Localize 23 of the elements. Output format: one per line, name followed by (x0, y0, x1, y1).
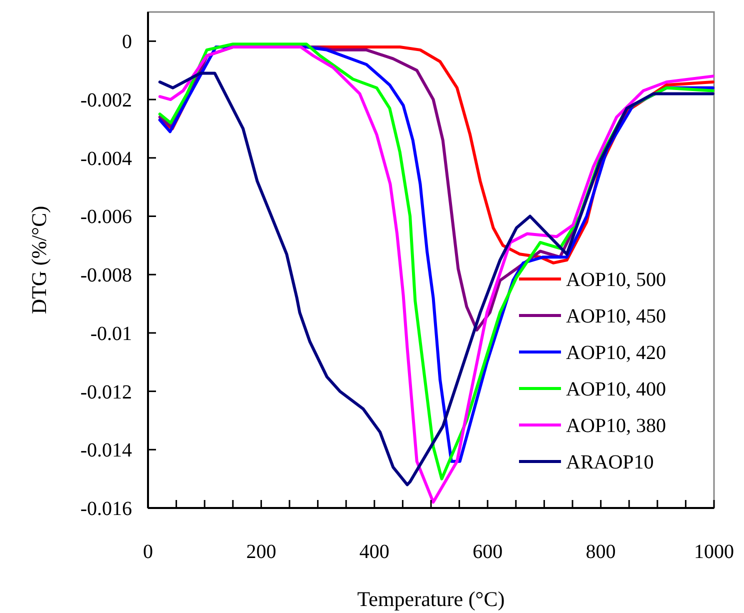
legend-label: AOP10, 380 (566, 415, 666, 437)
legend-label: AOP10, 500 (566, 269, 666, 291)
y-tick-label: 0 (122, 31, 132, 54)
x-tick-label: 1000 (694, 541, 734, 563)
x-tick-label: 600 (472, 541, 503, 563)
legend-label: ARAOP10 (566, 452, 654, 474)
y-tick-label: -0.01 (90, 322, 132, 345)
x-tick-label: 200 (246, 541, 276, 563)
x-tick-label: 400 (359, 541, 390, 563)
legend-label: AOP10, 400 (566, 378, 666, 400)
y-axis-title: DTG (%/°C) (27, 206, 51, 314)
x-axis-title: Temperature (°C) (357, 587, 505, 611)
x-tick-label: 0 (143, 541, 153, 563)
x-tick-label: 800 (586, 541, 616, 563)
y-tick-label: -0.016 (80, 498, 132, 520)
y-tick-label: -0.004 (80, 148, 132, 170)
legend-label: AOP10, 450 (566, 306, 666, 328)
y-tick-label: -0.002 (80, 90, 132, 112)
y-tick-label: -0.012 (80, 381, 132, 404)
y-tick-label: -0.006 (80, 206, 132, 228)
legend-label: AOP10, 420 (566, 342, 666, 364)
y-tick-label: -0.008 (80, 264, 132, 287)
y-tick-label: -0.014 (80, 440, 132, 462)
